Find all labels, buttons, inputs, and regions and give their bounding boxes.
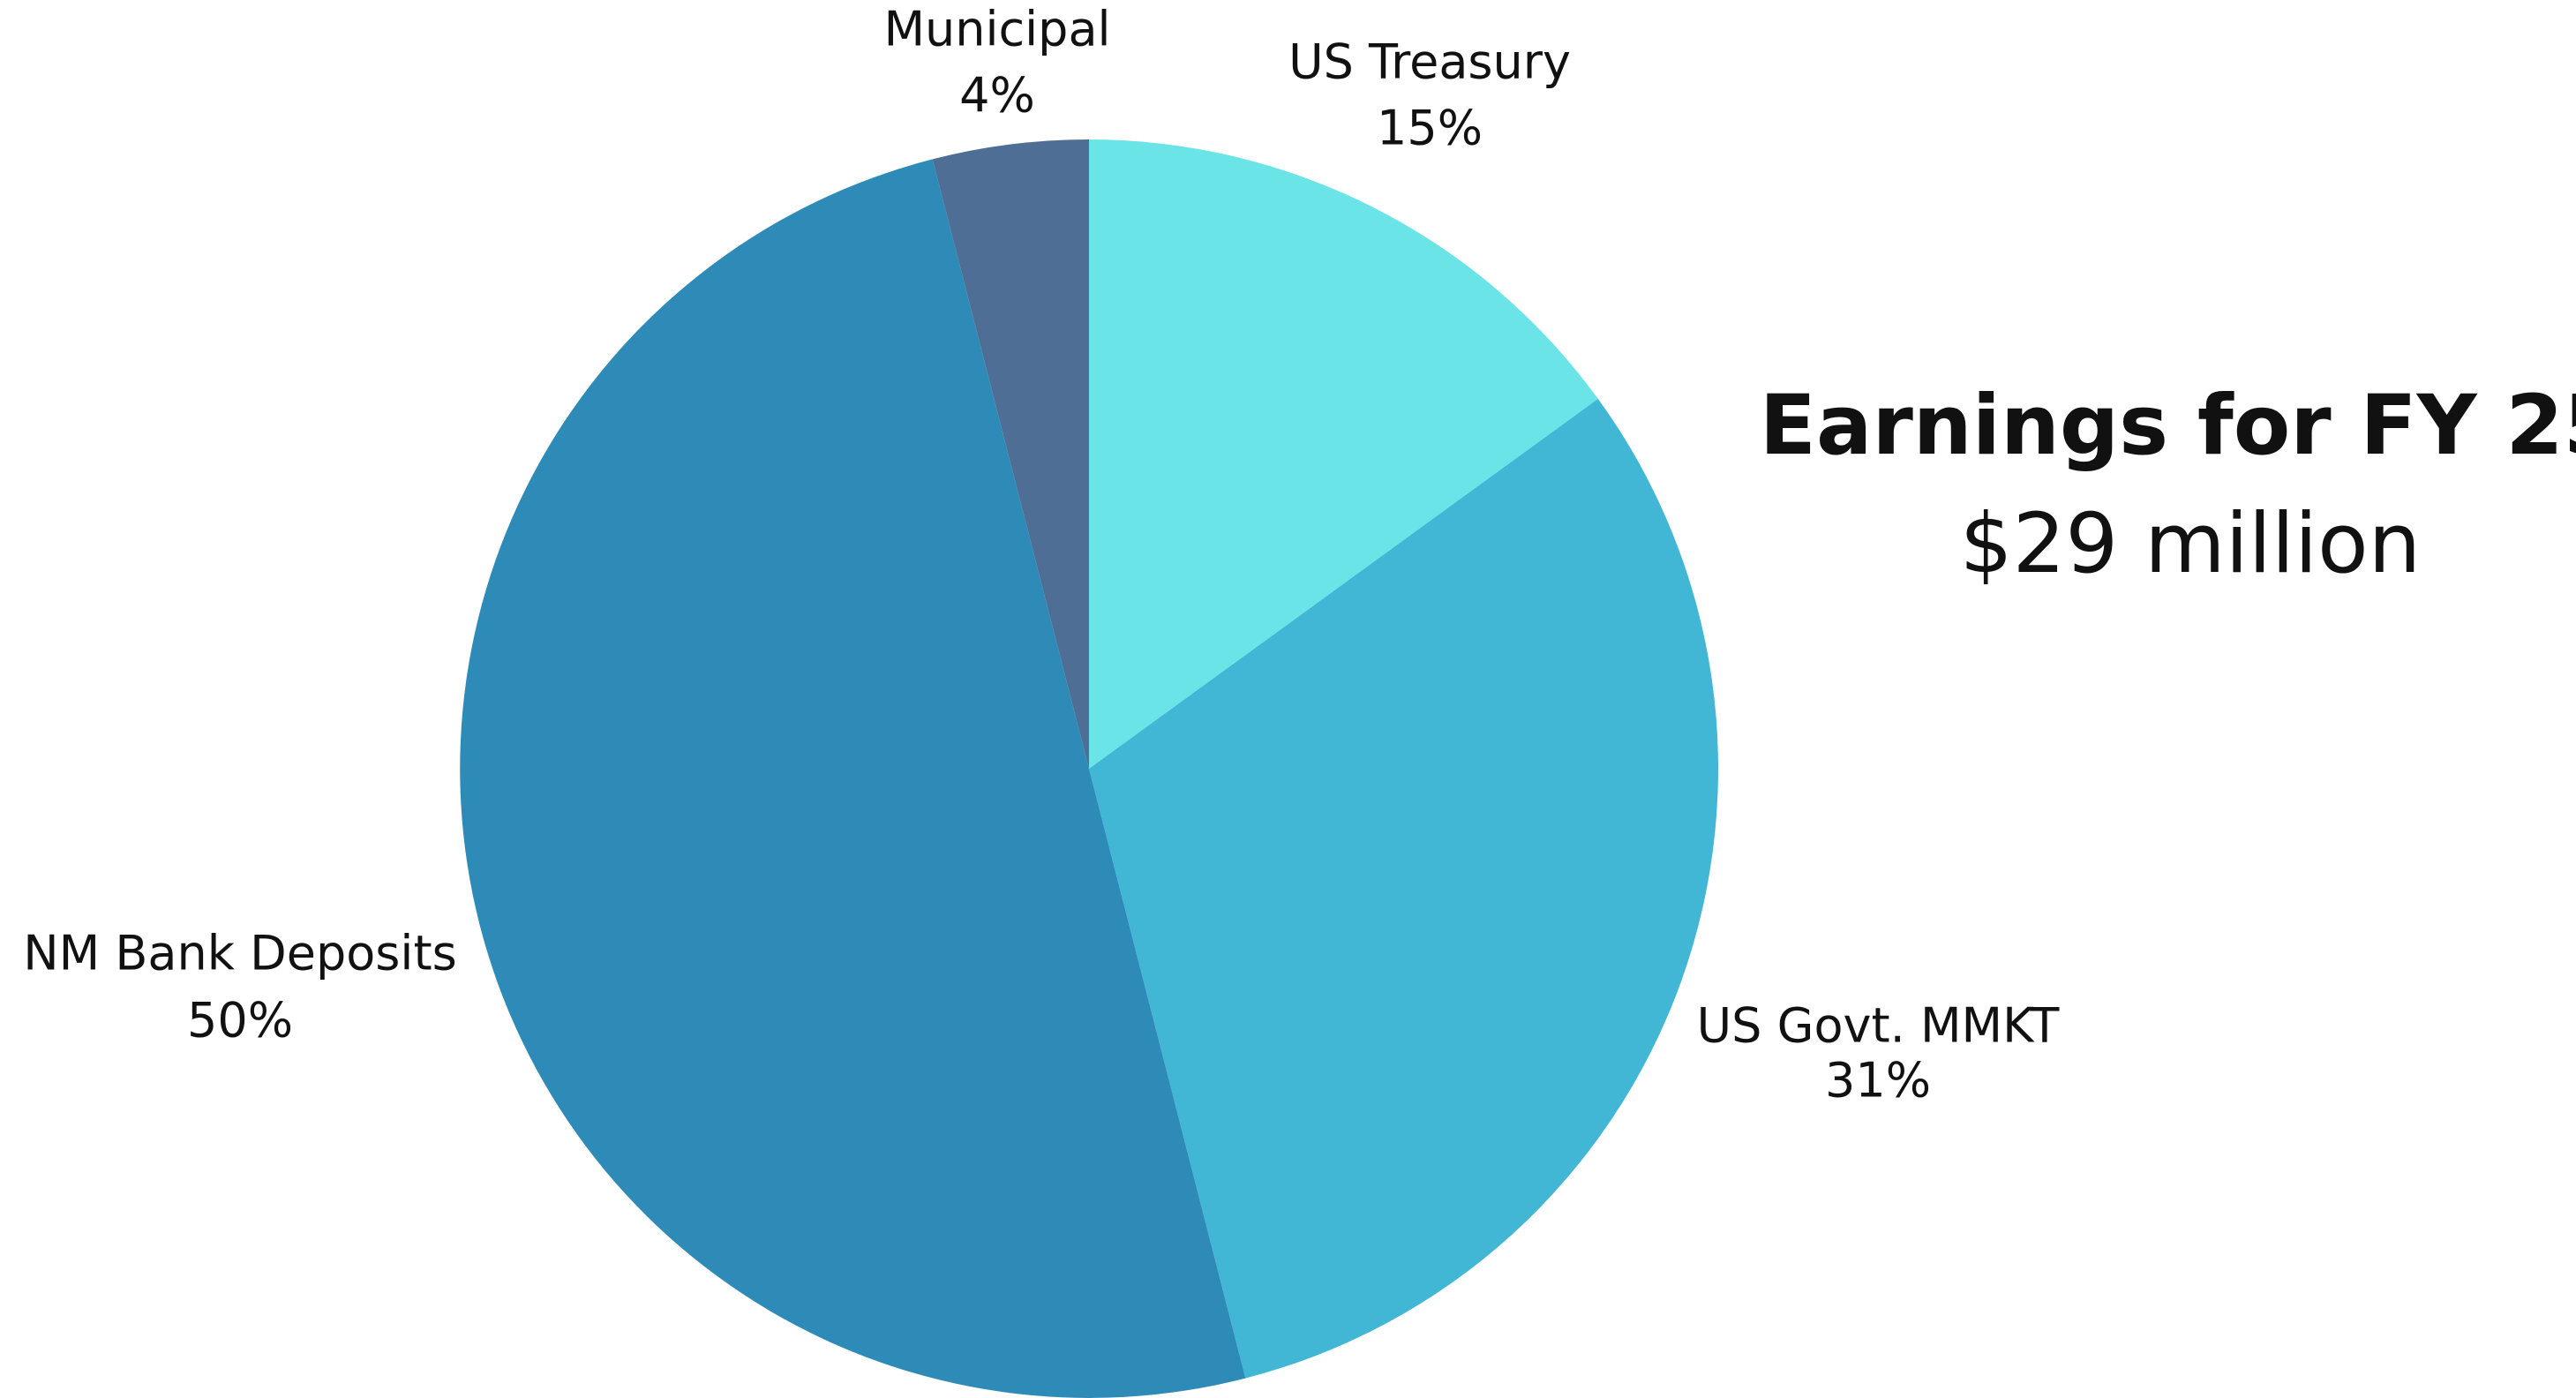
pie-slice [460,159,1246,1398]
slice-value-label: 31% [1825,1053,1931,1109]
pie-slice [1089,139,1598,769]
chart-title: Earnings for FY 25 [1760,378,2576,474]
slice-label: Municipal [883,2,1110,57]
slice-label: US Govt. MMKT [1697,998,2061,1054]
slice-value-label: 4% [959,68,1035,124]
slice-label: US Treasury [1288,34,1571,90]
pie-slice [1089,398,1719,1379]
chart-subtitle: $29 million [1960,496,2421,592]
slice-label: NM Bank Deposits [23,926,457,981]
pie-slice [932,139,1089,769]
slice-value-label: 15% [1377,101,1483,156]
slice-value-label: 50% [187,993,293,1048]
